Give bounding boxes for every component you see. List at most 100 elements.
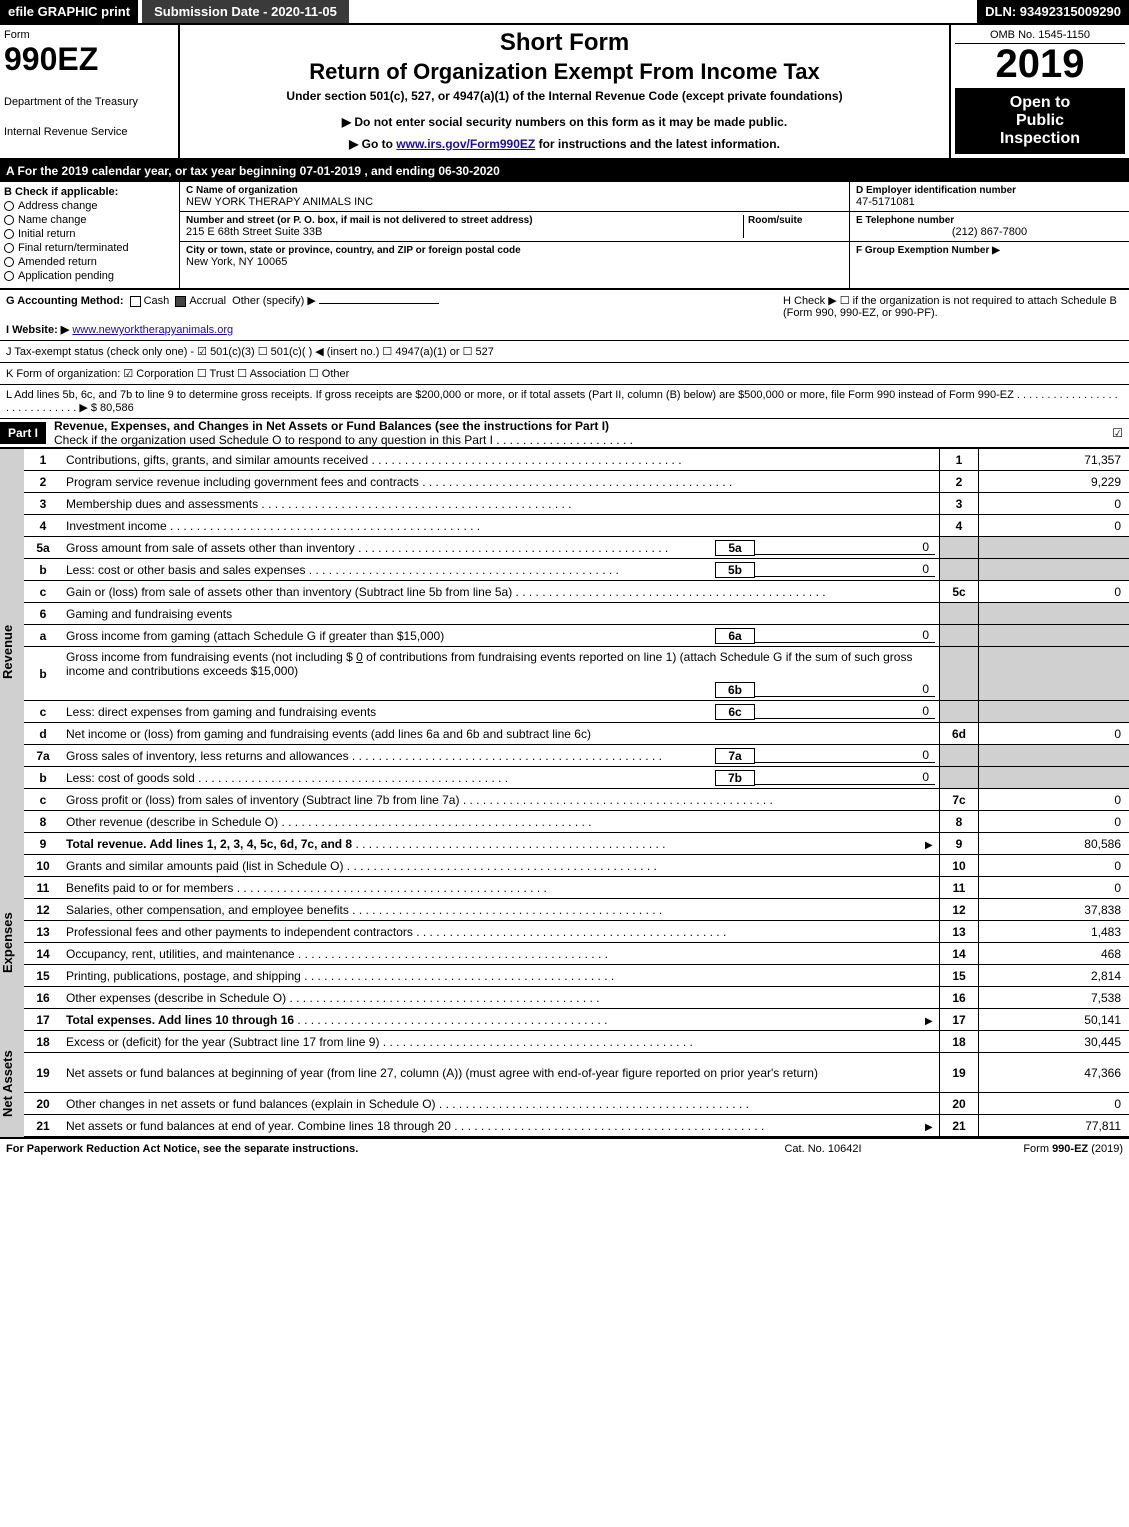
g-accounting: G Accounting Method: Cash Accrual Other … <box>6 294 783 336</box>
f-group-row: F Group Exemption Number ▶ <box>850 242 1129 259</box>
netassets-side-label: Net Assets <box>0 1031 24 1137</box>
return-title: Return of Organization Exempt From Incom… <box>184 59 945 85</box>
header-left: Form 990EZ Department of the Treasury In… <box>0 25 180 158</box>
revenue-side-label: Revenue <box>0 449 24 855</box>
part1-header-row: Part I Revenue, Expenses, and Changes in… <box>0 419 1129 448</box>
arrow-icon <box>925 1013 939 1027</box>
org-name: NEW YORK THERAPY ANIMALS INC <box>186 196 843 208</box>
open-line2: Public <box>961 112 1119 130</box>
d-ein-row: D Employer identification number 47-5171… <box>850 182 1129 212</box>
irs-link[interactable]: www.irs.gov/Form990EZ <box>396 137 535 151</box>
header-center: Short Form Return of Organization Exempt… <box>180 25 949 158</box>
b-label: B Check if applicable: <box>4 186 175 198</box>
line-14: 14Occupancy, rent, utilities, and mainte… <box>24 943 1129 965</box>
line-2: 2Program service revenue including gover… <box>24 471 1129 493</box>
footer-paperwork: For Paperwork Reduction Act Notice, see … <box>6 1143 723 1155</box>
ein-value: 47-5171081 <box>856 196 1123 208</box>
short-form-title: Short Form <box>184 29 945 57</box>
footer-formref: Form 990-EZ (2019) <box>923 1143 1123 1155</box>
section-b-checkboxes: B Check if applicable: Address change Na… <box>0 182 180 288</box>
line-6c: cLess: direct expenses from gaming and f… <box>24 701 1129 723</box>
street-address: 215 E 68th Street Suite 33B <box>186 226 743 238</box>
cb-name-change[interactable]: Name change <box>4 214 175 226</box>
top-bar: efile GRAPHIC print Submission Date - 20… <box>0 0 1129 25</box>
open-line1: Open to <box>961 94 1119 112</box>
part1-check-text: Check if the organization used Schedule … <box>54 433 633 447</box>
cb-amended-return[interactable]: Amended return <box>4 256 175 268</box>
part1-title: Revenue, Expenses, and Changes in Net As… <box>54 419 609 433</box>
line-6a: aGross income from gaming (attach Schedu… <box>24 625 1129 647</box>
cb-application-pending[interactable]: Application pending <box>4 270 175 282</box>
city-state-zip: New York, NY 10065 <box>186 256 843 268</box>
line-18: 18Excess or (deficit) for the year (Subt… <box>24 1031 1129 1053</box>
part1-table: Revenue 1Contributions, gifts, grants, a… <box>0 448 1129 1137</box>
dln-label: DLN: 93492315009290 <box>977 0 1129 23</box>
arrow-icon <box>925 1119 939 1133</box>
line-5c: cGain or (loss) from sale of assets othe… <box>24 581 1129 603</box>
section-c-entity: C Name of organization NEW YORK THERAPY … <box>180 182 849 288</box>
part1-checkbox[interactable]: ☑ <box>1111 426 1129 440</box>
k-form-org: K Form of organization: ☑ Corporation ☐ … <box>0 363 1129 385</box>
e-label: E Telephone number <box>856 215 1123 226</box>
line-19: 19Net assets or fund balances at beginni… <box>24 1053 1129 1093</box>
cb-accrual[interactable] <box>175 296 186 307</box>
arrow-icon <box>925 837 939 851</box>
line-15: 15Printing, publications, postage, and s… <box>24 965 1129 987</box>
efile-print-label[interactable]: efile GRAPHIC print <box>0 0 138 23</box>
form-label: Form <box>4 29 174 41</box>
d-label: D Employer identification number <box>856 185 1123 196</box>
i-label: I Website: ▶ <box>6 324 69 336</box>
h-schedule-b: H Check ▶ ☐ if the organization is not r… <box>783 294 1123 336</box>
form-number: 990EZ <box>4 41 174 78</box>
header-right: OMB No. 1545-1150 2019 Open to Public In… <box>949 25 1129 158</box>
phone-value: (212) 867-7800 <box>856 226 1123 238</box>
line-6d: dNet income or (loss) from gaming and fu… <box>24 723 1129 745</box>
line-20: 20Other changes in net assets or fund ba… <box>24 1093 1129 1115</box>
line-17: 17Total expenses. Add lines 10 through 1… <box>24 1009 1129 1031</box>
l-text: L Add lines 5b, 6c, and 7b to line 9 to … <box>6 389 1118 414</box>
org-name-row: C Name of organization NEW YORK THERAPY … <box>180 182 849 212</box>
open-to-public-box: Open to Public Inspection <box>955 88 1125 154</box>
form-header: Form 990EZ Department of the Treasury In… <box>0 25 1129 160</box>
line-7c: cGross profit or (loss) from sales of in… <box>24 789 1129 811</box>
addr-row: Number and street (or P. O. box, if mail… <box>180 212 849 242</box>
goto-pre: ▶ Go to <box>349 137 396 151</box>
line-11: 11Benefits paid to or for members110 <box>24 877 1129 899</box>
line-9: 9Total revenue. Add lines 1, 2, 3, 4, 5c… <box>24 833 1129 855</box>
cb-initial-return[interactable]: Initial return <box>4 228 175 240</box>
line-10: 10Grants and similar amounts paid (list … <box>24 855 1129 877</box>
line-7b: bLess: cost of goods sold7b0 <box>24 767 1129 789</box>
cb-cash[interactable] <box>130 296 141 307</box>
line-16: 16Other expenses (describe in Schedule O… <box>24 987 1129 1009</box>
cb-final-return[interactable]: Final return/terminated <box>4 242 175 254</box>
g-label: G Accounting Method: <box>6 295 124 307</box>
footer-catno: Cat. No. 10642I <box>723 1143 923 1155</box>
website-link[interactable]: www.newyorktherapyanimals.org <box>72 324 233 336</box>
line-12: 12Salaries, other compensation, and empl… <box>24 899 1129 921</box>
c-label: C Name of organization <box>186 185 843 196</box>
line-4: 4Investment income40 <box>24 515 1129 537</box>
l-value: 80,586 <box>100 402 134 414</box>
line-6: 6Gaming and fundraising events <box>24 603 1129 625</box>
part1-label: Part I <box>0 422 46 444</box>
line-5b: bLess: cost or other basis and sales exp… <box>24 559 1129 581</box>
footer: For Paperwork Reduction Act Notice, see … <box>0 1137 1129 1159</box>
f-label: F Group Exemption Number ▶ <box>856 245 1123 256</box>
l-gross-receipts: L Add lines 5b, 6c, and 7b to line 9 to … <box>0 385 1129 419</box>
room-label: Room/suite <box>748 215 843 226</box>
goto-post: for instructions and the latest informat… <box>539 137 780 151</box>
e-phone-row: E Telephone number (212) 867-7800 <box>850 212 1129 242</box>
entity-right: D Employer identification number 47-5171… <box>849 182 1129 288</box>
tax-year: 2019 <box>955 44 1125 84</box>
row-a-tax-year: A For the 2019 calendar year, or tax yea… <box>0 160 1129 182</box>
dept-treasury: Department of the Treasury <box>4 96 174 108</box>
ssn-warning: ▶ Do not enter social security numbers o… <box>184 115 945 129</box>
addr-label: Number and street (or P. O. box, if mail… <box>186 215 743 226</box>
city-row: City or town, state or province, country… <box>180 242 849 271</box>
cb-address-change[interactable]: Address change <box>4 200 175 212</box>
open-line3: Inspection <box>961 130 1119 148</box>
under-section-text: Under section 501(c), 527, or 4947(a)(1)… <box>184 89 945 103</box>
line-21: 21Net assets or fund balances at end of … <box>24 1115 1129 1137</box>
line-5a: 5aGross amount from sale of assets other… <box>24 537 1129 559</box>
j-tax-exempt: J Tax-exempt status (check only one) - ☑… <box>0 341 1129 363</box>
